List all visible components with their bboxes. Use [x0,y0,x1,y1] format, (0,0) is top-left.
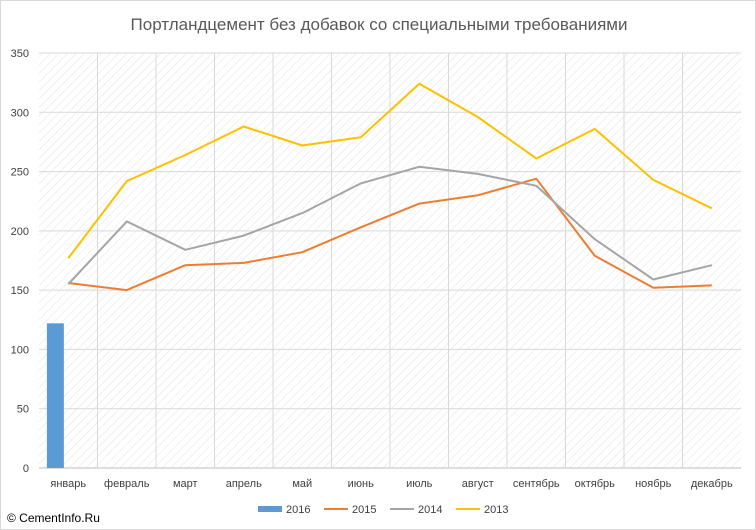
y-tick-label: 150 [11,285,29,297]
y-axis: 0 50 100 150 200 250 300 350 [11,48,29,475]
legend-label-2015: 2015 [352,504,376,516]
legend-label-2013: 2013 [484,504,508,516]
grid [39,52,741,469]
x-tick-label: июнь [348,478,374,490]
x-tick-label: июль [406,478,433,490]
x-tick-label: февраль [104,478,150,490]
y-tick-label: 200 [11,226,29,238]
legend-label-2016: 2016 [286,504,310,516]
line-2014 [67,165,713,285]
x-tick-label: май [292,478,312,490]
x-axis: январь февраль март апрель май июнь июль август… [50,478,733,490]
line-series-layer [67,82,713,292]
x-tick-label: март [173,478,198,490]
x-tick-label: октябрь [575,478,615,490]
line-2013 [67,82,713,259]
x-tick-label: апрель [226,478,262,490]
y-tick-label: 100 [11,344,29,356]
x-tick-label: ноябрь [635,478,672,490]
bar-series-layer [46,323,64,468]
x-tick-label: декабрь [691,478,733,490]
copyright-text: © CementInfo.Ru [7,511,100,525]
legend-label-2014: 2014 [418,504,442,516]
y-tick-label: 50 [17,404,29,416]
legend: 2016 2015 2014 2013 [258,504,508,516]
y-tick-label: 0 [23,463,29,475]
chart-title: Портландцемент без добавок со специальны… [131,15,628,34]
bar-2016 [46,323,64,468]
x-tick-label: январь [50,478,86,490]
x-tick-label: август [462,478,494,490]
x-tick-label: сентябрь [513,478,560,490]
legend-swatch-2016 [258,506,282,512]
y-tick-label: 250 [11,167,29,179]
y-tick-label: 350 [11,48,29,60]
y-tick-label: 300 [11,107,29,119]
line-2015 [68,177,712,292]
